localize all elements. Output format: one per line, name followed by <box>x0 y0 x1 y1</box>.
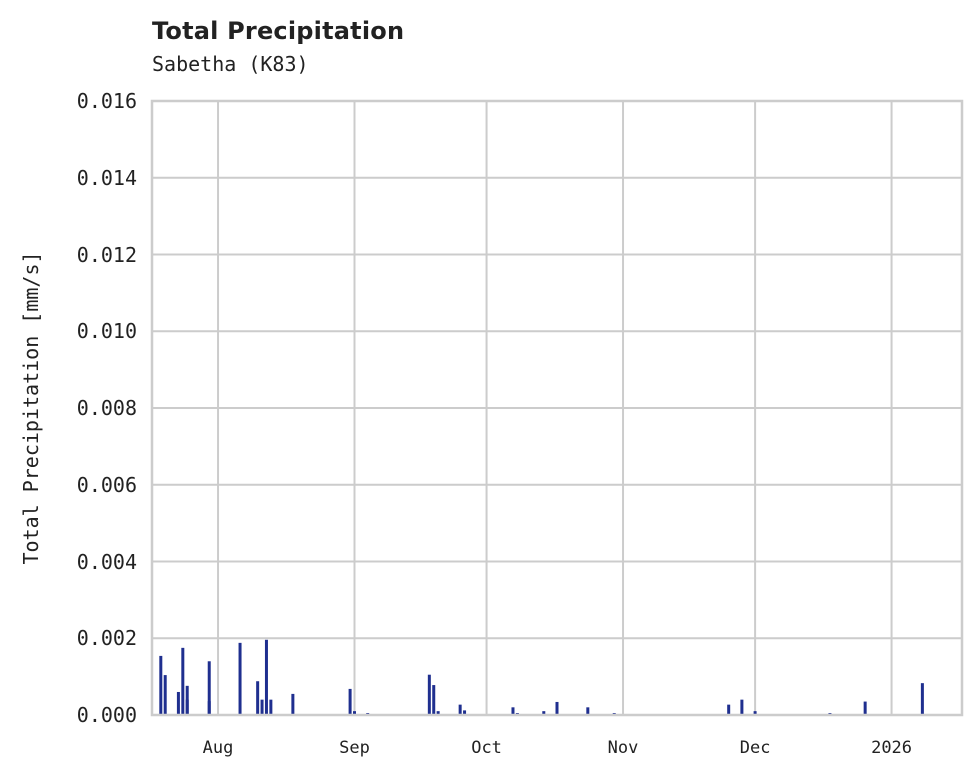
precipitation-bar <box>348 688 352 715</box>
precipitation-bar <box>207 701 211 715</box>
precipitation-bar <box>159 655 163 715</box>
precipitation-bar <box>753 711 757 715</box>
y-tick-label: 0.016 <box>76 89 137 113</box>
chart-subtitle: Sabetha (K83) <box>152 52 309 76</box>
precipitation-bar <box>353 711 356 715</box>
precipitation-bar <box>291 693 295 715</box>
precipitation-bar <box>436 711 440 715</box>
precipitation-bar <box>727 704 731 715</box>
x-tick-label: Dec <box>739 738 771 758</box>
y-tick-label: 0.012 <box>76 242 137 267</box>
x-tick-label: Oct <box>471 738 502 758</box>
axes-frame <box>150 99 964 717</box>
precipitation-bar <box>511 707 515 715</box>
y-tick-label: 0.008 <box>76 396 137 420</box>
precipitation-bar <box>264 639 268 715</box>
precipitation-series <box>159 639 924 715</box>
chart-title: Total Precipitation <box>152 17 405 45</box>
precipitation-bar <box>207 661 211 715</box>
precipitation-bar <box>555 701 559 715</box>
x-tick-label: Sep <box>339 738 370 758</box>
precipitation-bar <box>176 691 180 715</box>
precipitation-bar <box>260 699 264 715</box>
precipitation-bar <box>586 707 590 715</box>
y-tick-label: 0.006 <box>76 472 137 497</box>
y-tick-label: 0.010 <box>76 319 137 344</box>
x-tick-label: 2026 <box>871 738 913 758</box>
precipitation-bar <box>432 685 436 715</box>
x-tick-label: Nov <box>607 738 639 758</box>
x-tick-label: Aug <box>202 738 234 758</box>
precipitation-bar <box>163 675 167 715</box>
precipitation-bar <box>181 647 185 715</box>
gridlines <box>152 100 962 716</box>
precipitation-bar <box>185 699 189 715</box>
precipitation-bar <box>269 699 273 715</box>
precipitation-bar <box>256 681 260 715</box>
precipitation-bar <box>427 674 431 715</box>
precipitation-bar <box>542 711 546 715</box>
y-tick-label: 0.004 <box>76 549 137 574</box>
precipitation-bar <box>863 701 867 715</box>
y-tick-label: 0.014 <box>76 165 137 190</box>
precipitation-bar <box>463 710 467 715</box>
precipitation-bar <box>238 642 242 715</box>
y-tick-label: 0.002 <box>76 626 137 651</box>
precipitation-bar <box>740 699 744 715</box>
precipitation-bar <box>920 683 924 715</box>
y-tick-label: 0.000 <box>76 703 137 727</box>
precipitation-bar <box>458 704 462 715</box>
